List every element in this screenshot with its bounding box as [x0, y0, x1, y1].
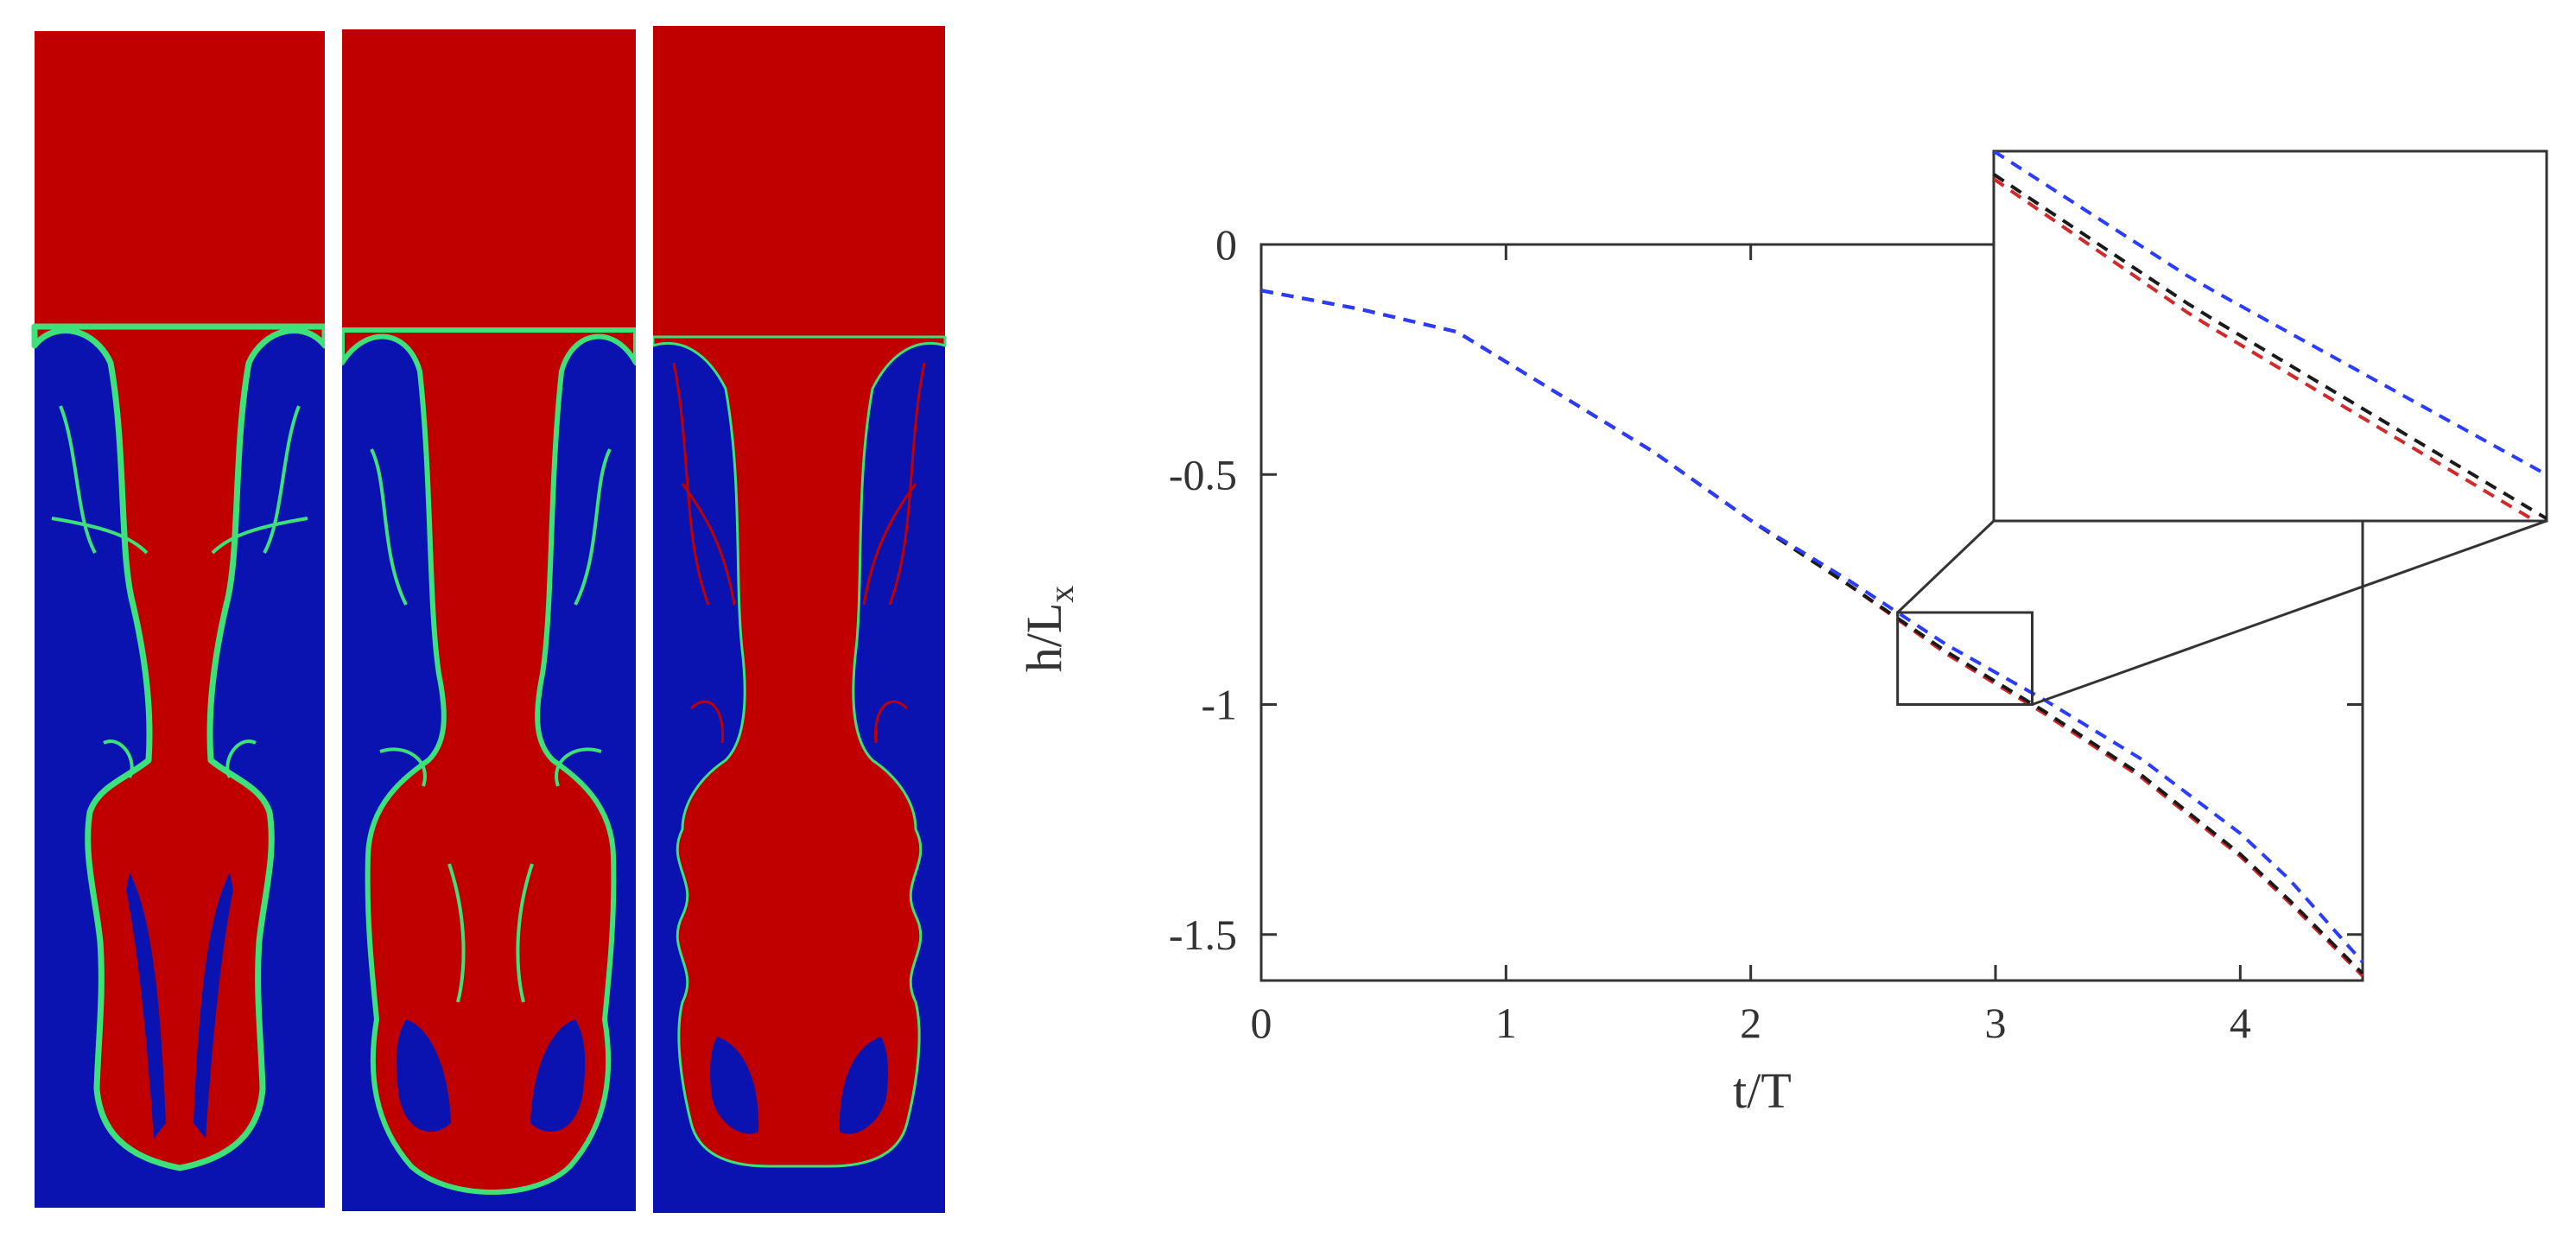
y-axis-label-main: h/L	[1016, 603, 1072, 673]
snapshot-panel-1	[31, 31, 328, 1208]
cavity-left	[710, 1037, 759, 1134]
zoom-box	[1896, 611, 2034, 706]
heavy-fluid-region	[653, 26, 945, 337]
heavy-fluid-region	[35, 31, 325, 327]
y-tick-label: -1	[1201, 681, 1237, 729]
x-tick-label: 1	[1495, 999, 1517, 1047]
y-axis-ticks: 0 -0.5 -1 -1.5	[1169, 220, 2363, 959]
inset-series-line-1	[1994, 177, 2539, 521]
cavity-right	[530, 1019, 586, 1132]
x-axis-ticks: 0 1 2 3 4	[1251, 244, 2251, 1047]
vortex-detail	[51, 405, 308, 778]
cavity-right	[839, 1037, 888, 1134]
vortex-detail	[370, 448, 612, 1003]
inset-plot	[1992, 149, 2548, 523]
series-layer	[1260, 289, 2364, 978]
zoom-connector-bottom	[2031, 519, 2547, 706]
series-line-3	[1260, 289, 2364, 964]
inset-series	[1994, 151, 2547, 521]
y-axis-label: h/Lx	[1016, 586, 1081, 673]
x-tick-label: 4	[2230, 999, 2251, 1047]
snapshot-panel-2	[339, 29, 638, 1211]
x-tick-label: 2	[1740, 999, 1761, 1047]
x-tick-label: 0	[1251, 999, 1272, 1047]
y-tick-label: -0.5	[1169, 450, 1237, 498]
inset-series-line-3	[1994, 151, 2547, 477]
zoom-connector-top	[1896, 519, 1995, 614]
plot-area-frame	[1259, 243, 2364, 982]
y-axis-label-subscript: x	[1042, 586, 1081, 603]
inset-series-line-2	[1994, 173, 2547, 521]
tail-gap-left	[126, 873, 166, 1139]
tail-gap-right	[194, 873, 233, 1139]
chart: 0 -0.5 -1 -1.5 0 1 2 3 4 t/T h/Lx	[1016, 149, 2548, 1119]
plume-shape	[651, 335, 947, 1168]
y-tick-label: 0	[1215, 220, 1237, 269]
snapshot-panel-3	[651, 26, 947, 1213]
plume-shape	[339, 327, 638, 1195]
snapshots	[31, 17, 947, 1227]
y-tick-label: -1.5	[1169, 911, 1237, 959]
heavy-fluid-region	[342, 29, 636, 330]
series-line-2	[1260, 289, 2364, 975]
svg-text:h/Lx: h/Lx	[1016, 586, 1081, 673]
cavity-left	[396, 1019, 451, 1132]
x-axis-label: t/T	[1733, 1063, 1792, 1119]
x-tick-label: 3	[1985, 999, 2007, 1047]
fine-structure	[672, 362, 926, 744]
plume-shape	[31, 323, 328, 1171]
inset-frame	[1992, 149, 2548, 523]
